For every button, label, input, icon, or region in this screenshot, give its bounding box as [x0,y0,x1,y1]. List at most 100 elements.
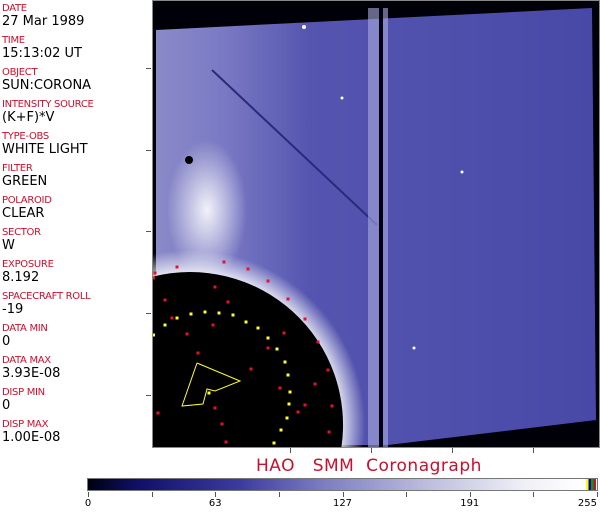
field-polaroid: POLAROID CLEAR [2,195,52,221]
overlay-marker-red [296,410,300,414]
colorbar-tick-label: 255 [577,498,597,509]
overlay-marker-red [185,332,189,336]
overlay-marker-yellow [286,373,290,377]
field-value: W [2,238,15,253]
axis-tick [146,313,151,314]
overlay-marker-red [220,422,224,426]
overlay-marker-red [152,276,155,280]
overlay-marker-yellow [152,333,155,337]
overlay-marker-yellow [288,390,292,394]
coronagraph-image [152,0,600,448]
instrument-title: HAO SMM Coronagraph [256,456,482,476]
field-value: 15:13:02 UT [2,46,82,61]
field-label: DATA MIN [2,323,48,334]
overlay-marker-yellow [287,402,291,406]
overlay-marker-red [163,298,167,302]
field-type-obs: TYPE-OBS WHITE LIGHT [2,131,88,157]
field-value: GREEN [2,174,48,189]
colorbar-tick [278,492,280,497]
axis-tick [371,448,372,453]
field-time: TIME 15:13:02 UT [2,35,82,61]
overlay-marker-red [303,403,307,407]
field-value: (K+F)*V [2,110,55,125]
occulter-pylon [379,8,383,448]
overlay-marker-yellow [231,313,235,317]
field-spacecraft-roll: SPACECRAFT ROLL -19 [2,291,91,317]
overlay-marker-red [222,260,226,264]
field-value: SUN:CORONA [2,78,92,93]
overlay-marker-yellow [272,441,276,445]
field-value: 0 [2,398,11,413]
field-date: DATE 27 Mar 1989 [2,3,84,29]
field-value: WHITE LIGHT [2,142,88,157]
overlay-polygon [181,362,242,407]
overlay-marker-red [286,297,290,301]
colorbar-tick [469,492,471,497]
overlay-marker-yellow [266,336,270,340]
field-value: 0 [2,334,11,349]
overlay-marker-red [303,317,307,321]
field-label: POLAROID [2,195,52,206]
field-label: EXPOSURE [2,259,54,270]
field-label: SPACECRAFT ROLL [2,291,91,302]
field-data-max: DATA MAX 3.93E-08 [2,355,60,381]
overlay-marker-red [330,404,334,408]
field-value: CLEAR [2,206,45,221]
colorbar-tick [215,492,217,497]
field-label: DATA MAX [2,355,51,366]
pylon-halo [368,8,388,448]
overlay-marker-red [249,367,253,371]
overlay-marker-red [266,279,270,283]
field-object: OBJECT SUN:CORONA [2,67,91,93]
star [412,346,416,350]
field-value: -19 [2,302,24,317]
field-label: FILTER [2,163,33,174]
field-filter: FILTER GREEN [2,163,47,189]
colorbar-tick [88,492,89,497]
star [302,25,306,29]
field-label: OBJECT [2,67,38,78]
overlay-marker-red [175,265,179,269]
field-label: DISP MIN [2,387,45,398]
overlay-marker-red [278,386,282,390]
overlay-marker-yellow [163,323,167,327]
field-value: 8.192 [2,270,40,285]
overlay-marker-yellow [283,360,287,364]
axis-tick [452,448,453,453]
overlay-marker-red [282,331,286,335]
pylon-shadow-line [211,69,378,226]
field-label: SECTOR [2,227,41,238]
overlay-marker-red [327,430,331,434]
overlay-marker-yellow [207,391,211,395]
colorbar-tick [342,492,344,497]
field-disp-min: DISP MIN 0 [2,387,45,413]
overlay-marker-red [266,346,270,350]
corona-streamer-glow [167,140,247,280]
overlay-marker-yellow [244,320,248,324]
overlay-marker-red [213,406,217,410]
overlay-marker-red [170,316,174,320]
overlay-marker-red [246,267,250,271]
colorbar-tick-label: 0 [84,498,92,509]
field-value: 27 Mar 1989 [2,14,85,29]
field-label: DATE [2,3,27,14]
axis-tick [146,231,151,232]
overlay-marker-yellow [175,316,179,320]
field-label: INTENSITY SOURCE [2,99,94,110]
overlay-marker-red [326,368,330,372]
overlay-marker-red [226,300,230,304]
overlay-marker-red [316,340,320,344]
axis-tick [290,448,291,453]
overlay-marker-red [211,323,215,327]
colorbar-tick [406,492,408,497]
overlay-marker-yellow [275,347,279,351]
colorbar-tick-label: 191 [460,498,480,509]
field-intensity-source: INTENSITY SOURCE (K+F)*V [2,99,94,125]
field-exposure: EXPOSURE 8.192 [2,259,54,285]
field-value: 1.00E-08 [2,430,61,445]
axis-tick [146,150,151,151]
colorbar-overlay-markers [586,479,596,490]
overlay-marker-red [213,285,217,289]
axis-tick [146,395,151,396]
axis-tick [146,68,151,69]
